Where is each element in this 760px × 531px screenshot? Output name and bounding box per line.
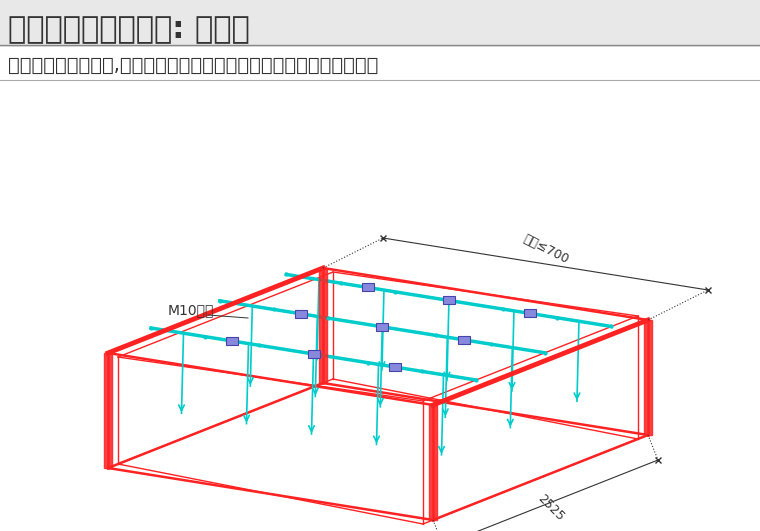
Bar [308,350,319,358]
Bar [362,284,374,292]
Text: 2525: 2525 [535,492,566,524]
Text: 间距≤700: 间距≤700 [521,232,571,266]
Text: 金属风管加固示意图: （续）: 金属风管加固示意图: （续） [8,15,250,45]
Bar [458,336,470,344]
Bar [295,310,307,318]
Polygon shape [644,320,652,435]
Text: M10丝杆: M10丝杆 [168,303,214,317]
Bar [443,296,455,304]
Polygon shape [104,353,112,468]
Bar [0,0,760,45]
Bar [226,337,238,345]
Bar [376,323,388,331]
Text: 风管加固有多种形式,可采用多种加固形式并用的方式加固超大尺寸风管: 风管加固有多种形式,可采用多种加固形式并用的方式加固超大尺寸风管 [8,56,378,74]
Bar [524,310,537,318]
Bar [389,363,401,371]
Polygon shape [319,268,327,383]
Polygon shape [429,405,437,520]
